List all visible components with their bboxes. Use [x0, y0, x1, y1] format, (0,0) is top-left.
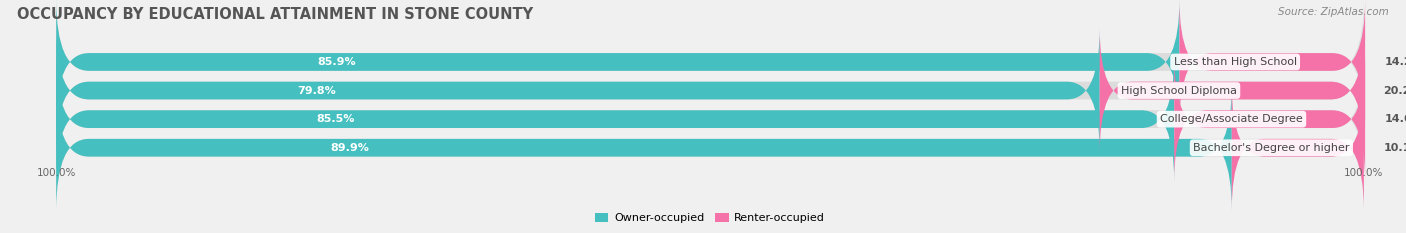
Text: 89.9%: 89.9%	[330, 143, 370, 153]
Text: 10.1%: 10.1%	[1384, 143, 1406, 153]
Text: OCCUPANCY BY EDUCATIONAL ATTAINMENT IN STONE COUNTY: OCCUPANCY BY EDUCATIONAL ATTAINMENT IN S…	[17, 7, 533, 22]
Text: College/Associate Degree: College/Associate Degree	[1160, 114, 1303, 124]
FancyBboxPatch shape	[56, 28, 1099, 153]
Legend: Owner-occupied, Renter-occupied: Owner-occupied, Renter-occupied	[591, 209, 830, 228]
FancyBboxPatch shape	[56, 85, 1232, 210]
FancyBboxPatch shape	[56, 57, 1364, 182]
FancyBboxPatch shape	[56, 0, 1180, 125]
Text: 100.0%: 100.0%	[37, 168, 76, 178]
Text: Less than High School: Less than High School	[1174, 57, 1296, 67]
Text: High School Diploma: High School Diploma	[1121, 86, 1237, 96]
FancyBboxPatch shape	[56, 85, 1364, 210]
FancyBboxPatch shape	[1232, 85, 1364, 210]
Text: 14.6%: 14.6%	[1385, 114, 1406, 124]
Text: 79.8%: 79.8%	[298, 86, 336, 96]
Text: Bachelor's Degree or higher: Bachelor's Degree or higher	[1194, 143, 1350, 153]
Text: 85.5%: 85.5%	[316, 114, 354, 124]
FancyBboxPatch shape	[56, 28, 1364, 153]
Text: 20.2%: 20.2%	[1384, 86, 1406, 96]
FancyBboxPatch shape	[56, 57, 1174, 182]
Text: Source: ZipAtlas.com: Source: ZipAtlas.com	[1278, 7, 1389, 17]
FancyBboxPatch shape	[1174, 57, 1365, 182]
FancyBboxPatch shape	[1180, 0, 1365, 125]
FancyBboxPatch shape	[1099, 28, 1364, 153]
FancyBboxPatch shape	[56, 0, 1364, 125]
Text: 100.0%: 100.0%	[1344, 168, 1384, 178]
Text: 14.2%: 14.2%	[1385, 57, 1406, 67]
Text: 85.9%: 85.9%	[318, 57, 356, 67]
